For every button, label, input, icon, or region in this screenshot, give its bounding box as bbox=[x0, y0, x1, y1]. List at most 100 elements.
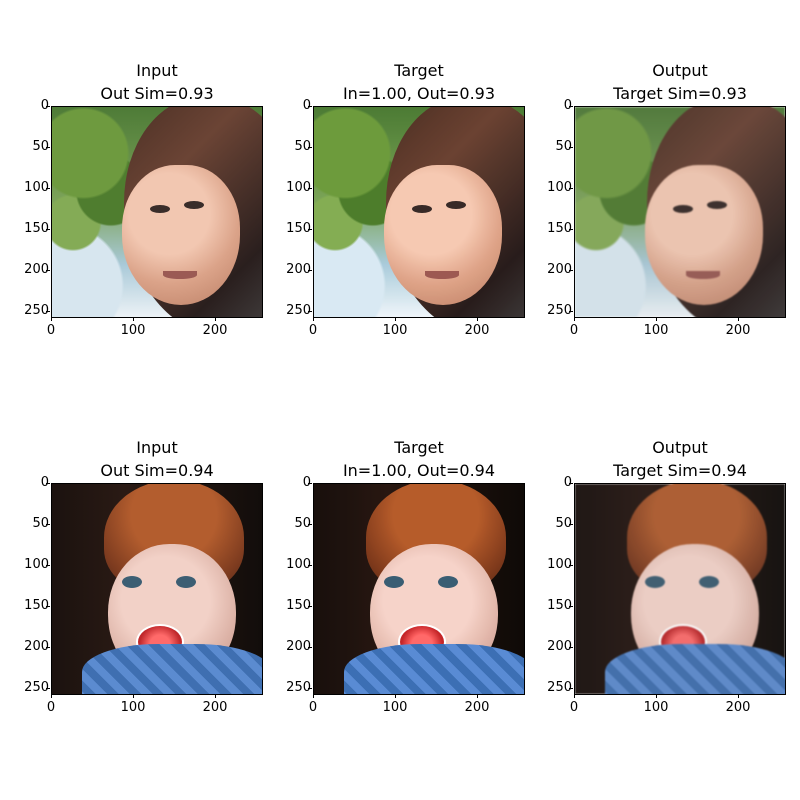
x-tick-label: 200 bbox=[725, 323, 751, 338]
panel-1-title-line-1: Input bbox=[136, 61, 178, 80]
y-tick bbox=[569, 647, 573, 648]
panel-4: Input Out Sim=0.94 0 50 100 150 200 250 0 100 2… bbox=[24, 438, 263, 715]
y-tick-label: 250 bbox=[547, 680, 572, 695]
x-tick-label: 0 bbox=[46, 700, 56, 715]
baby-photo bbox=[314, 484, 524, 694]
panel-2-image bbox=[313, 106, 525, 318]
y-tick-label: 50 bbox=[294, 516, 311, 531]
x-tick bbox=[574, 317, 575, 321]
y-tick-label: 0 bbox=[302, 475, 311, 490]
y-tick-label: 150 bbox=[24, 221, 49, 236]
y-tick bbox=[569, 229, 573, 230]
panel-5: Target In=1.00, Out=0.94 0 50 100 150 200 250… bbox=[286, 438, 525, 715]
y-tick-label: 200 bbox=[24, 262, 49, 277]
y-tick-label: 100 bbox=[24, 557, 49, 572]
x-tick bbox=[133, 694, 134, 698]
y-tick-label: 250 bbox=[547, 303, 572, 318]
x-tick-label: 0 bbox=[46, 323, 56, 338]
y-tick bbox=[46, 229, 50, 230]
panel-2-title-line-2: In=1.00, Out=0.93 bbox=[342, 84, 496, 103]
y-tick-label: 0 bbox=[563, 98, 572, 113]
y-tick bbox=[308, 106, 312, 107]
y-tick bbox=[308, 229, 312, 230]
panel-1: Input Out Sim=0.93 0 50 100 150 200 250 0 100 2… bbox=[24, 61, 263, 338]
x-tick-label: 200 bbox=[464, 700, 490, 715]
eye bbox=[645, 576, 665, 588]
x-tick bbox=[738, 694, 739, 698]
y-tick bbox=[569, 606, 573, 607]
y-tick bbox=[46, 688, 50, 689]
y-tick-label: 50 bbox=[294, 139, 311, 154]
y-tick-label: 0 bbox=[40, 475, 49, 490]
y-tick bbox=[569, 311, 573, 312]
mouth bbox=[686, 271, 720, 279]
x-tick bbox=[51, 317, 52, 321]
y-tick-label: 150 bbox=[547, 221, 572, 236]
x-tick-label: 0 bbox=[569, 323, 579, 338]
y-tick bbox=[308, 483, 312, 484]
eye bbox=[150, 205, 170, 213]
x-tick-label: 200 bbox=[202, 323, 228, 338]
panel-5-title-line-1: Target bbox=[394, 438, 444, 457]
face bbox=[645, 165, 763, 305]
eye bbox=[707, 201, 727, 209]
x-tick-label: 100 bbox=[120, 323, 146, 338]
y-tick-label: 250 bbox=[24, 303, 49, 318]
panel-3-title-line-1: Output bbox=[652, 61, 708, 80]
x-tick bbox=[656, 317, 657, 321]
x-tick-label: 100 bbox=[120, 700, 146, 715]
y-tick bbox=[46, 188, 50, 189]
eye bbox=[412, 205, 432, 213]
face bbox=[384, 165, 502, 305]
y-tick-label: 50 bbox=[555, 516, 572, 531]
shirt bbox=[344, 644, 524, 694]
panel-4-image bbox=[51, 483, 263, 695]
x-tick-label: 100 bbox=[382, 323, 408, 338]
y-tick bbox=[569, 688, 573, 689]
panel-6-title-line-1: Output bbox=[652, 438, 708, 457]
panel-1-title: Input Out Sim=0.93 bbox=[37, 59, 277, 105]
x-tick-label: 0 bbox=[569, 700, 579, 715]
y-tick bbox=[46, 270, 50, 271]
y-tick-label: 200 bbox=[286, 262, 311, 277]
x-tick bbox=[477, 694, 478, 698]
panel-1-title-line-2: Out Sim=0.93 bbox=[100, 84, 214, 103]
panel-6-image bbox=[574, 483, 786, 695]
y-tick bbox=[46, 524, 50, 525]
x-tick bbox=[738, 317, 739, 321]
panel-3-title: Output Target Sim=0.93 bbox=[560, 59, 800, 105]
x-tick bbox=[313, 317, 314, 321]
y-tick-label: 200 bbox=[24, 639, 49, 654]
mouth bbox=[425, 271, 459, 279]
x-tick bbox=[656, 694, 657, 698]
eye bbox=[438, 576, 458, 588]
panel-6: Output Target Sim=0.94 0 50 100 150 200 250 0… bbox=[547, 438, 786, 715]
shirt bbox=[82, 644, 262, 694]
panel-3-title-line-2: Target Sim=0.93 bbox=[613, 84, 747, 103]
panel-2: Target In=1.00, Out=0.93 0 50 100 150 200 250… bbox=[286, 61, 525, 338]
y-tick bbox=[308, 606, 312, 607]
x-tick-label: 100 bbox=[382, 700, 408, 715]
panel-5-title: Target In=1.00, Out=0.94 bbox=[299, 436, 539, 482]
shirt bbox=[605, 644, 785, 694]
y-tick-label: 200 bbox=[547, 639, 572, 654]
y-tick bbox=[46, 106, 50, 107]
eye bbox=[699, 576, 719, 588]
y-tick-label: 250 bbox=[24, 680, 49, 695]
y-tick bbox=[46, 606, 50, 607]
panel-3-image bbox=[574, 106, 786, 318]
x-tick-label: 100 bbox=[643, 700, 669, 715]
face bbox=[122, 165, 240, 305]
y-tick-label: 0 bbox=[40, 98, 49, 113]
panel-2-title-line-1: Target bbox=[394, 61, 444, 80]
x-tick bbox=[215, 317, 216, 321]
eye bbox=[673, 205, 693, 213]
woman-photo bbox=[575, 107, 785, 317]
y-tick-label: 0 bbox=[563, 475, 572, 490]
y-tick-label: 100 bbox=[547, 180, 572, 195]
y-tick bbox=[46, 311, 50, 312]
panel-2-title: Target In=1.00, Out=0.93 bbox=[299, 59, 539, 105]
y-tick bbox=[46, 565, 50, 566]
x-tick-label: 100 bbox=[643, 323, 669, 338]
x-tick bbox=[395, 317, 396, 321]
